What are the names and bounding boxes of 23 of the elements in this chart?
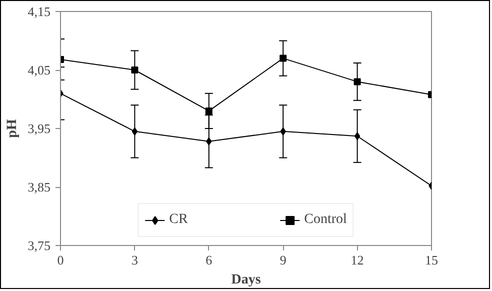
point — [280, 54, 287, 62]
y-tick-label: 3,75 — [28, 238, 50, 253]
legend-label: Control — [304, 212, 347, 228]
point — [132, 127, 138, 136]
point — [354, 78, 361, 86]
x-tick-label: 6 — [206, 252, 213, 268]
point — [206, 137, 212, 146]
y-tick-label: 4,05 — [28, 62, 50, 78]
x-tick-label: 3 — [131, 252, 138, 268]
point — [205, 107, 212, 114]
y-tick-label: 4,15 — [28, 4, 50, 19]
x-tick-label: 15 — [425, 252, 438, 268]
point — [131, 66, 138, 74]
legend-label: CR — [169, 212, 189, 228]
y-axis-title: pH — [4, 119, 20, 138]
x-tick-label: 9 — [280, 252, 286, 268]
y-tick-label: 3,95 — [28, 121, 50, 136]
x-tick-label: 0 — [57, 252, 64, 268]
x-tick-label: 12 — [350, 252, 364, 268]
x-axis-title: Days — [231, 272, 262, 288]
point — [354, 132, 360, 140]
y-tick-label: 3,85 — [28, 180, 50, 194]
point — [280, 127, 286, 136]
